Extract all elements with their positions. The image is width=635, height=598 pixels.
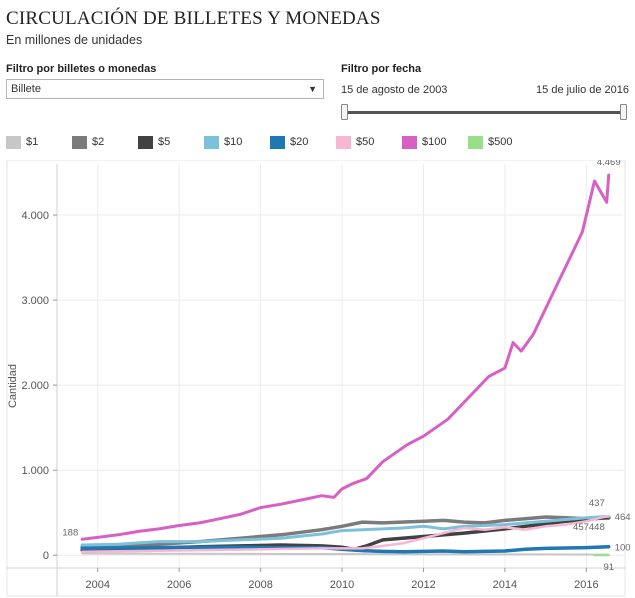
legend-swatch: [204, 135, 219, 149]
y-tick-label: 0: [43, 550, 49, 562]
legend-swatch: [72, 135, 87, 149]
series-line: [80, 544, 611, 554]
legend-label: $50: [356, 136, 375, 148]
y-tick-label: 4.000: [21, 210, 49, 222]
y-tick-label: 3.000: [21, 295, 49, 307]
data-label: 100: [615, 543, 631, 554]
series-line: [81, 552, 610, 556]
legend-label: $100: [422, 136, 447, 148]
legend-item[interactable]: $10: [204, 134, 242, 150]
legend-label: $1: [26, 136, 39, 148]
legend-item[interactable]: $2: [72, 134, 104, 150]
legend-swatch: [270, 135, 285, 149]
legend-label: $2: [92, 136, 105, 148]
legend-item[interactable]: $500: [468, 134, 512, 150]
series-line: [80, 514, 611, 547]
legend-label: $5: [158, 136, 171, 148]
legend-item[interactable]: $1: [6, 134, 38, 150]
date-end-value: 15 de julio de 2016: [536, 84, 629, 96]
legend-label: $20: [290, 136, 309, 148]
legend-swatch: [468, 135, 483, 149]
data-label: 437: [589, 498, 605, 509]
date-range-slider-start-handle[interactable]: [341, 104, 348, 120]
series-line: [80, 173, 611, 541]
page-subtitle: En millones de unidades: [6, 33, 143, 47]
y-tick-label: 2.000: [21, 380, 49, 392]
legend-swatch: [336, 135, 351, 149]
legend-swatch: [402, 135, 417, 149]
date-start-value: 15 de agosto de 2003: [341, 84, 448, 96]
legend-label: $500: [488, 136, 513, 148]
y-tick-label: 1.000: [21, 465, 49, 477]
x-tick-label: 2006: [167, 579, 191, 591]
legend-swatch: [138, 135, 153, 149]
x-tick-label: 2014: [493, 579, 517, 591]
y-axis-label: Cantidad: [7, 364, 19, 408]
x-tick-label: 2010: [330, 579, 354, 591]
data-label: 4.469: [597, 160, 621, 168]
type-filter-value: Billete: [11, 83, 41, 95]
legend: $1 $2 $5 $10 $20 $50 $100 $500: [6, 134, 626, 150]
data-label: 91: [603, 562, 614, 573]
date-range-slider-end-handle[interactable]: [620, 104, 627, 120]
page-title: CIRCULACIÓN DE BILLETES Y MONEDAS: [6, 8, 381, 29]
type-filter-select[interactable]: Billete ▼: [6, 79, 324, 99]
data-label: 188: [62, 527, 78, 538]
legend-label: $10: [224, 136, 243, 148]
chart-frame: [6, 160, 626, 597]
legend-swatch: [6, 135, 21, 149]
date-filter-label: Filtro por fecha: [341, 63, 422, 75]
x-tick-label: 2016: [574, 579, 598, 591]
legend-item[interactable]: $100: [402, 134, 446, 150]
legend-item[interactable]: $50: [336, 134, 374, 150]
x-tick-label: 2004: [85, 579, 109, 591]
x-tick-label: 2012: [411, 579, 435, 591]
type-filter-label: Filtro por billetes o monedas: [6, 63, 157, 75]
series-line: [80, 514, 610, 554]
data-label: 464: [615, 512, 631, 523]
legend-item[interactable]: $5: [138, 134, 170, 150]
date-range-slider-track[interactable]: [344, 111, 624, 114]
data-label: 457448: [573, 522, 605, 533]
x-tick-label: 2008: [248, 579, 272, 591]
line-chart: 0 1.000 2.000 3.000 4.000 2004 2006 2008 2010 201…: [6, 160, 631, 597]
chevron-down-icon: ▼: [308, 84, 317, 94]
legend-item[interactable]: $20: [270, 134, 308, 150]
